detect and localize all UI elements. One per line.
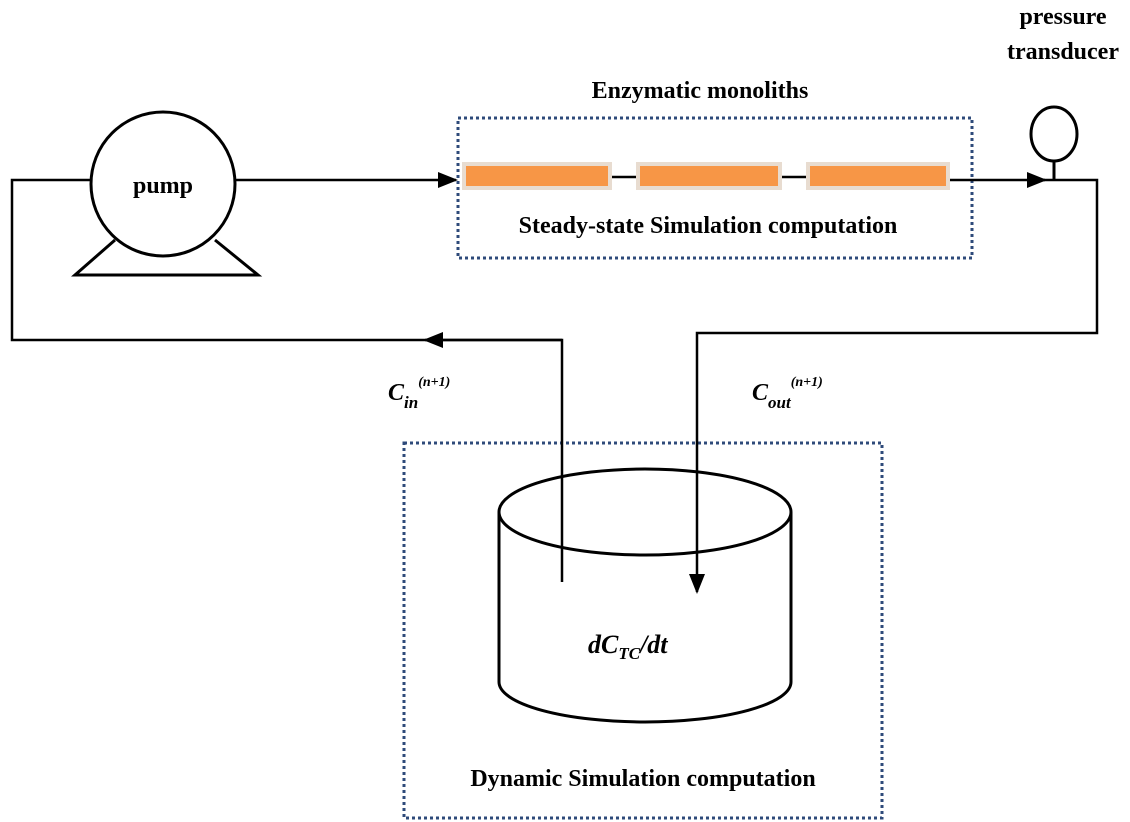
sub: TC — [618, 644, 640, 663]
monoliths — [462, 162, 950, 190]
sub: in — [404, 393, 418, 412]
c-out-label: Cout (n+1) — [752, 375, 823, 412]
label: transducer — [1007, 39, 1119, 65]
label: Dynamic Simulation computation — [470, 766, 815, 792]
sup: (n+1) — [418, 375, 450, 390]
sup: (n+1) — [791, 375, 823, 390]
flow-lines — [10, 172, 1099, 594]
label: pressure — [1019, 4, 1106, 30]
base: dC — [588, 630, 619, 659]
tank-icon — [497, 467, 793, 724]
sub: out — [768, 393, 792, 412]
dynamic-box — [402, 441, 884, 820]
steady-box — [456, 116, 974, 260]
tank-label: dCTC/dt — [588, 630, 668, 663]
pump-icon — [71, 110, 263, 277]
base: C — [752, 380, 769, 406]
base: C — [388, 380, 405, 406]
label: Enzymatic monoliths — [592, 78, 809, 104]
label: Steady-state Simulation computation — [519, 213, 898, 239]
rest: /dt — [638, 630, 668, 659]
label: pump — [133, 173, 193, 199]
pressure-transducer-icon — [1029, 105, 1079, 180]
c-in-label: Cin(n+1) — [388, 375, 450, 412]
